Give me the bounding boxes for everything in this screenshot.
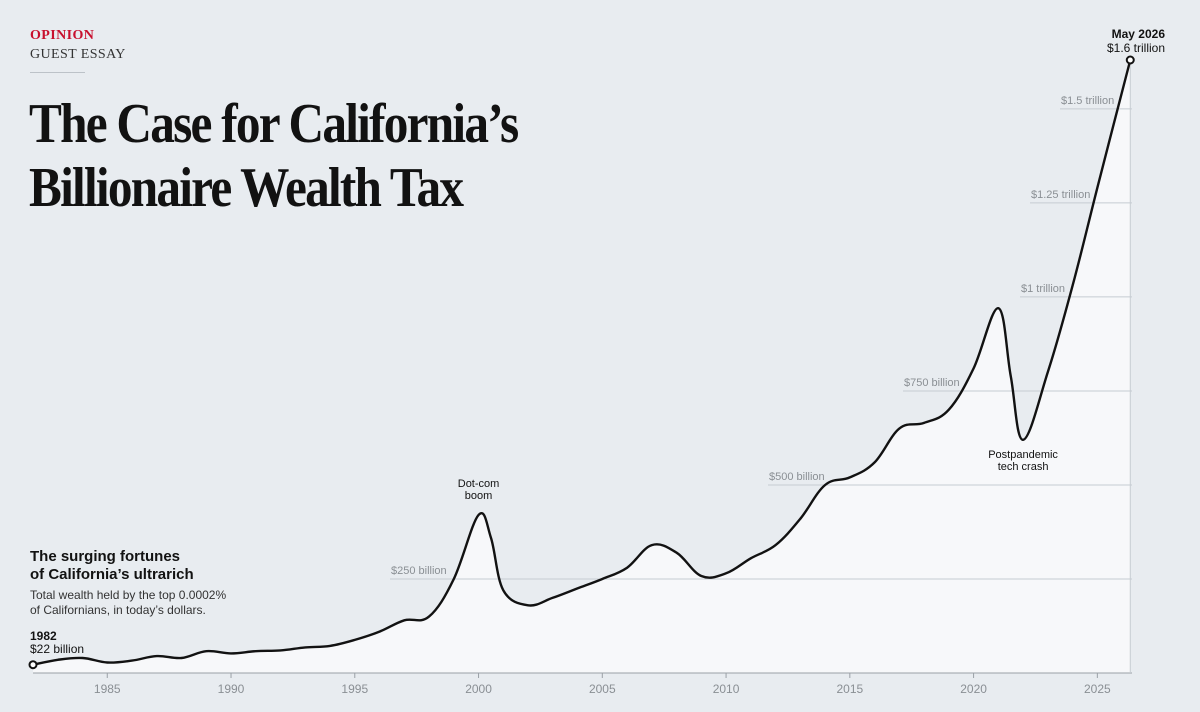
x-tick-label: 1985 <box>94 682 121 696</box>
data-point <box>749 556 753 560</box>
data-point <box>576 586 580 590</box>
data-point <box>229 651 233 655</box>
x-tick-label: 1995 <box>341 682 368 696</box>
annotation-label: boom <box>465 490 493 502</box>
y-tick-label: $1.25 trillion <box>1031 189 1090 201</box>
data-point <box>1021 438 1025 442</box>
x-tick-label: 2015 <box>836 682 863 696</box>
chart-title-line-2: of California’s ultrarich <box>30 566 194 583</box>
data-point <box>56 658 60 662</box>
data-point <box>873 460 877 464</box>
annotation-label: Dot-com <box>458 478 500 490</box>
annotation-label: Postpandemic <box>988 449 1058 461</box>
data-point <box>798 517 802 521</box>
data-point <box>155 654 159 658</box>
x-tick-label: 2000 <box>465 682 492 696</box>
y-tick-label: $250 billion <box>391 565 447 577</box>
x-tick-label: 2020 <box>960 682 987 696</box>
data-point <box>489 536 493 540</box>
chart-title-line-1: The surging fortunes <box>30 548 180 565</box>
data-point <box>848 475 852 479</box>
headline: The Case for California’s Billionaire We… <box>29 92 519 220</box>
chart-description-line-1: Total wealth held by the top 0.0002% <box>30 588 227 602</box>
data-point <box>402 618 406 622</box>
data-point <box>81 656 85 660</box>
chart-description-line-2: of Californians, in today’s dollars. <box>30 603 206 617</box>
data-point <box>427 615 431 619</box>
data-point <box>1095 186 1099 190</box>
x-tick-label: 2005 <box>589 682 616 696</box>
data-point <box>501 588 505 592</box>
data-point <box>130 659 134 663</box>
start-point-marker <box>28 660 38 670</box>
start-value-label: $22 billion <box>30 642 84 656</box>
data-point <box>353 638 357 642</box>
data-point <box>328 644 332 648</box>
chart-description: Total wealth held by the top 0.0002% of … <box>30 588 226 618</box>
data-point <box>1071 284 1075 288</box>
chart-title: The surging fortunes of California’s ult… <box>30 548 194 584</box>
data-point <box>625 566 629 570</box>
data-point <box>378 630 382 634</box>
data-point <box>774 543 778 547</box>
x-tick-label: 2010 <box>713 682 740 696</box>
x-tick-label: 2025 <box>1084 682 1111 696</box>
data-point <box>452 577 456 581</box>
y-tick-label: $1 trillion <box>1021 283 1065 295</box>
x-tick-label: 1990 <box>218 682 245 696</box>
data-point <box>303 645 307 649</box>
y-tick-label: $1.5 trillion <box>1061 95 1114 107</box>
data-point <box>823 483 827 487</box>
data-point <box>947 408 951 412</box>
data-point <box>897 427 901 431</box>
data-point <box>996 306 1000 310</box>
end-year-label: May 2026 <box>1112 27 1166 41</box>
data-point <box>204 649 208 653</box>
data-point <box>650 543 654 547</box>
data-point <box>1009 374 1013 378</box>
data-point <box>972 366 976 370</box>
data-point <box>724 571 728 575</box>
y-tick-label: $500 billion <box>769 471 825 483</box>
data-point <box>551 596 555 600</box>
section-label[interactable]: OPINION <box>30 28 95 43</box>
data-point <box>1046 370 1050 374</box>
data-point <box>477 513 481 517</box>
data-point <box>600 577 604 581</box>
data-point <box>675 551 679 555</box>
start-year-label: 1982 <box>30 629 57 643</box>
data-point <box>526 603 530 607</box>
area-fill <box>33 60 1131 673</box>
headline-line-2: Billionaire Wealth Tax <box>29 157 464 219</box>
series-line <box>31 58 1132 666</box>
data-point <box>922 421 926 425</box>
end-value-label: $1.6 trillion <box>1107 41 1165 55</box>
kicker-label: GUEST ESSAY <box>30 47 126 62</box>
header-divider <box>30 72 85 73</box>
headline-line-1: The Case for California’s <box>29 93 519 155</box>
end-point-marker <box>1125 55 1135 65</box>
y-tick-label: $750 billion <box>904 377 960 389</box>
data-point <box>105 660 109 664</box>
data-point <box>699 574 703 578</box>
data-point <box>279 648 283 652</box>
data-point <box>180 656 184 660</box>
annotation-label: tech crash <box>998 461 1049 473</box>
data-point <box>254 649 258 653</box>
